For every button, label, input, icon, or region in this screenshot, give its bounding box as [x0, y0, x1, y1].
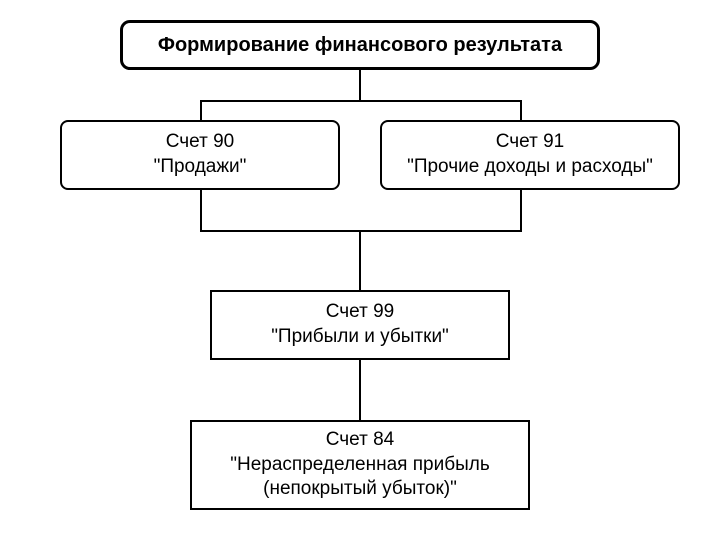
node-title: Формирование финансового результата — [120, 20, 600, 70]
node-account-90: Счет 90 "Продажи" — [60, 120, 340, 190]
node-account-84: Счет 84 "Нераспределенная прибыль (непок… — [190, 420, 530, 510]
flowchart-stage: Формирование финансового результата Счет… — [0, 0, 720, 540]
edge-segment — [200, 100, 520, 102]
node-account-90-line1: Счет 90 — [166, 131, 234, 152]
edge-segment — [200, 100, 202, 120]
node-title-text: Формирование финансового результата — [158, 34, 562, 56]
node-account-91-line1: Счет 91 — [496, 131, 564, 152]
edge-segment — [200, 230, 522, 232]
node-account-84-line3: (непокрытый убыток)" — [263, 478, 457, 499]
node-account-99-line1: Счет 99 — [326, 301, 394, 322]
node-account-91: Счет 91 "Прочие доходы и расходы" — [380, 120, 680, 190]
edge-segment — [359, 360, 361, 420]
edge-segment — [520, 100, 522, 120]
edge-segment — [359, 70, 361, 100]
node-account-90-line2: "Продажи" — [154, 156, 247, 177]
node-account-91-line2: "Прочие доходы и расходы" — [407, 156, 653, 177]
node-account-84-line2: "Нераспределенная прибыль — [230, 454, 489, 475]
edge-segment — [200, 190, 202, 230]
node-account-99-line2: "Прибыли и убытки" — [271, 326, 449, 347]
node-account-99: Счет 99 "Прибыли и убытки" — [210, 290, 510, 360]
edge-segment — [359, 230, 361, 290]
node-account-84-line1: Счет 84 — [326, 429, 394, 450]
edge-segment — [520, 190, 522, 230]
